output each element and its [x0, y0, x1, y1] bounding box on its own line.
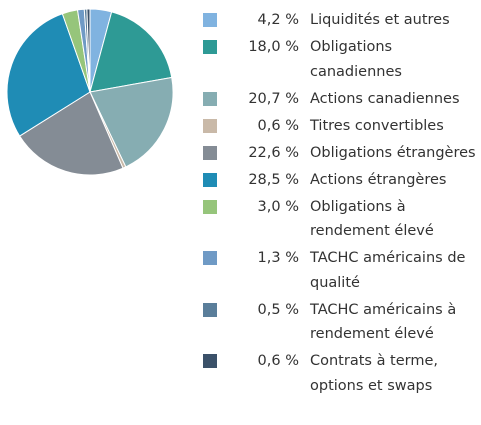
- legend-label: Actions canadiennes: [310, 90, 460, 107]
- legend-item: 0,6 % Titres convertibles: [203, 114, 481, 139]
- legend-swatch: [203, 354, 217, 368]
- legend-swatch: [203, 145, 217, 160]
- legend-label: TACHC américains de qualité: [310, 250, 466, 291]
- legend-value: 0,6 %: [257, 117, 299, 134]
- pie-chart: [6, 8, 174, 176]
- legend-swatch: [203, 199, 217, 214]
- legend-item: 22,6 % Obligations étrangères: [203, 141, 481, 166]
- legend-label: Obligations à rendement élevé: [310, 198, 434, 240]
- legend-value: 3,0 %: [257, 198, 299, 215]
- legend-item: 20,7 % Actions canadiennes: [203, 87, 481, 112]
- legend-swatch: [203, 302, 217, 317]
- legend-value: 28,5 %: [248, 171, 299, 188]
- legend-item: 18,0 % Obligations canadiennes: [203, 35, 481, 84]
- legend: 4,2 % Liquidités et autres 18,0 % Obligatio…: [203, 8, 481, 401]
- legend-value: 1,3 %: [257, 250, 299, 266]
- legend-label: Contrats à terme, options et swaps: [310, 353, 439, 394]
- pie-slice: [18, 91, 124, 176]
- legend-swatch: [203, 40, 217, 54]
- legend-value: 18,0 %: [248, 39, 299, 55]
- pie-slice: [89, 11, 173, 93]
- pie-slice: [86, 8, 91, 93]
- legend-value: 4,2 %: [257, 12, 299, 28]
- legend-swatch: [203, 251, 217, 265]
- legend-swatch: [203, 13, 217, 27]
- legend-label: Liquidités et autres: [310, 12, 450, 28]
- legend-value: 20,7 %: [248, 90, 299, 107]
- legend-item: 3,0 % Obligations à rendement élevé: [203, 195, 481, 244]
- legend-label: Obligations canadiennes: [310, 39, 402, 80]
- legend-item: 0,5 % TACHC américains à rendement élevé: [203, 298, 481, 347]
- legend-item: 0,6 % Contrats à terme, options et swaps: [203, 349, 481, 398]
- legend-label: Titres convertibles: [310, 117, 444, 134]
- legend-label: Obligations étrangères: [310, 144, 476, 161]
- legend-label: TACHC américains à rendement élevé: [310, 301, 457, 343]
- legend-label: Actions étrangères: [310, 171, 447, 188]
- legend-value: 22,6 %: [248, 144, 299, 161]
- legend-item: 4,2 % Liquidités et autres: [203, 8, 481, 33]
- legend-swatch: [203, 172, 217, 187]
- legend-swatch: [203, 118, 217, 133]
- legend-swatch: [203, 91, 217, 106]
- pie-slice: [89, 76, 174, 168]
- legend-value: 0,6 %: [257, 353, 299, 369]
- pie-slice: [6, 13, 91, 137]
- legend-value: 0,5 %: [257, 301, 299, 318]
- legend-item: 28,5 % Actions étrangères: [203, 168, 481, 193]
- legend-item: 1,3 % TACHC américains de qualité: [203, 246, 481, 295]
